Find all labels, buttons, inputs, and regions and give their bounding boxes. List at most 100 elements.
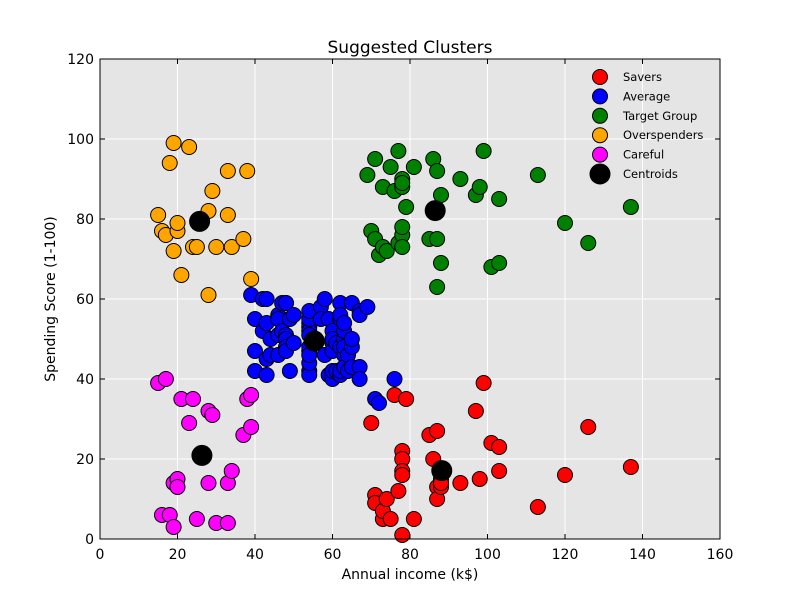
data-point-overspenders xyxy=(223,239,240,255)
legend-marker xyxy=(592,107,608,124)
legend-marker xyxy=(589,163,611,185)
data-point-careful xyxy=(204,407,221,423)
data-point-target-group xyxy=(491,191,508,207)
legend-marker xyxy=(592,146,608,163)
x-tick-label: 120 xyxy=(552,547,579,563)
data-point-careful xyxy=(219,515,236,531)
data-point-overspenders xyxy=(169,215,186,231)
data-point-savers xyxy=(394,527,411,543)
data-point-savers xyxy=(390,483,407,499)
data-point-average xyxy=(258,367,275,383)
centroid-point xyxy=(424,200,446,222)
data-point-target-group xyxy=(367,151,384,167)
data-point-target-group xyxy=(378,243,395,259)
legend-label: Overspenders xyxy=(623,128,703,142)
data-point-target-group xyxy=(429,231,446,247)
data-point-overspenders xyxy=(165,243,182,259)
data-point-target-group xyxy=(394,219,411,235)
centroid-point xyxy=(189,210,211,232)
y-tick-label: 80 xyxy=(76,212,94,228)
y-tick-label: 40 xyxy=(76,372,94,388)
data-point-average xyxy=(371,395,387,411)
data-point-savers xyxy=(529,499,546,515)
data-point-average xyxy=(278,295,294,311)
data-point-savers xyxy=(491,463,508,479)
data-point-average xyxy=(285,307,302,323)
data-point-target-group xyxy=(394,239,411,255)
data-point-overspenders xyxy=(181,139,198,155)
legend-marker xyxy=(592,127,608,144)
data-point-overspenders xyxy=(200,287,217,303)
data-point-savers xyxy=(394,467,411,483)
y-tick-label: 120 xyxy=(67,52,94,68)
centroid-point xyxy=(191,444,213,466)
data-point-target-group xyxy=(359,167,376,183)
y-axis-label: Spending Score (1-100) xyxy=(43,216,59,382)
data-point-savers xyxy=(491,439,508,455)
data-point-target-group xyxy=(394,175,411,191)
data-point-careful xyxy=(181,415,198,431)
x-axis-label: Annual income (k$) xyxy=(342,567,479,583)
data-point-average xyxy=(351,371,368,387)
legend-marker xyxy=(592,88,608,105)
legend-label: Savers xyxy=(623,70,662,84)
data-point-target-group xyxy=(622,199,639,215)
data-point-target-group xyxy=(529,167,546,183)
data-point-careful xyxy=(185,391,201,407)
data-point-target-group xyxy=(390,143,407,159)
data-point-careful xyxy=(243,387,260,403)
data-point-savers xyxy=(429,423,446,439)
data-point-overspenders xyxy=(219,163,236,179)
data-point-target-group xyxy=(557,215,573,231)
data-point-average xyxy=(343,331,360,347)
x-tick-label: 0 xyxy=(96,547,105,563)
data-point-savers xyxy=(622,459,639,475)
data-point-overspenders xyxy=(173,267,190,283)
data-point-careful xyxy=(165,519,182,535)
data-point-target-group xyxy=(475,143,492,159)
data-point-overspenders xyxy=(188,239,205,255)
data-point-savers xyxy=(557,467,573,483)
data-point-savers xyxy=(405,511,422,527)
data-points xyxy=(150,135,639,543)
data-point-average xyxy=(285,335,302,351)
data-point-careful xyxy=(200,475,217,491)
y-tick-label: 0 xyxy=(85,532,94,548)
axis-ticks: 0 20 40 60 80 100 120 140 160 0 20 40 60 80 100 120 xyxy=(67,52,733,563)
data-point-target-group xyxy=(429,279,446,295)
legend-label: Average xyxy=(623,89,670,103)
data-point-average xyxy=(281,363,298,379)
centroid-point xyxy=(431,460,453,482)
centroid-point xyxy=(303,330,325,352)
data-point-target-group xyxy=(429,163,446,179)
data-point-target-group xyxy=(382,159,399,175)
data-point-target-group xyxy=(452,171,469,187)
data-point-target-group xyxy=(491,255,508,271)
x-tick-label: 40 xyxy=(246,547,264,563)
data-point-target-group xyxy=(405,159,422,175)
chart-title: Suggested Clusters xyxy=(328,38,493,58)
data-point-average xyxy=(316,291,333,307)
data-point-overspenders xyxy=(165,135,182,151)
data-point-average xyxy=(247,343,263,359)
data-point-average xyxy=(359,299,376,315)
legend-marker xyxy=(592,69,608,85)
data-point-target-group xyxy=(398,199,415,215)
data-point-careful xyxy=(243,419,260,435)
data-point-overspenders xyxy=(243,271,260,287)
data-point-careful xyxy=(188,511,205,527)
legend-label: Centroids xyxy=(623,167,678,181)
y-tick-label: 20 xyxy=(76,452,94,468)
data-point-careful xyxy=(169,479,186,495)
y-tick-label: 60 xyxy=(76,292,94,308)
data-point-savers xyxy=(398,391,415,407)
legend: Savers Average Target Group Overspenders Car… xyxy=(589,69,703,185)
data-point-target-group xyxy=(433,255,449,271)
data-point-careful xyxy=(157,371,174,387)
data-point-overspenders xyxy=(239,163,256,179)
data-point-savers xyxy=(467,403,484,419)
data-point-target-group xyxy=(580,235,597,251)
data-point-overspenders xyxy=(219,207,236,223)
data-point-savers xyxy=(475,375,492,391)
